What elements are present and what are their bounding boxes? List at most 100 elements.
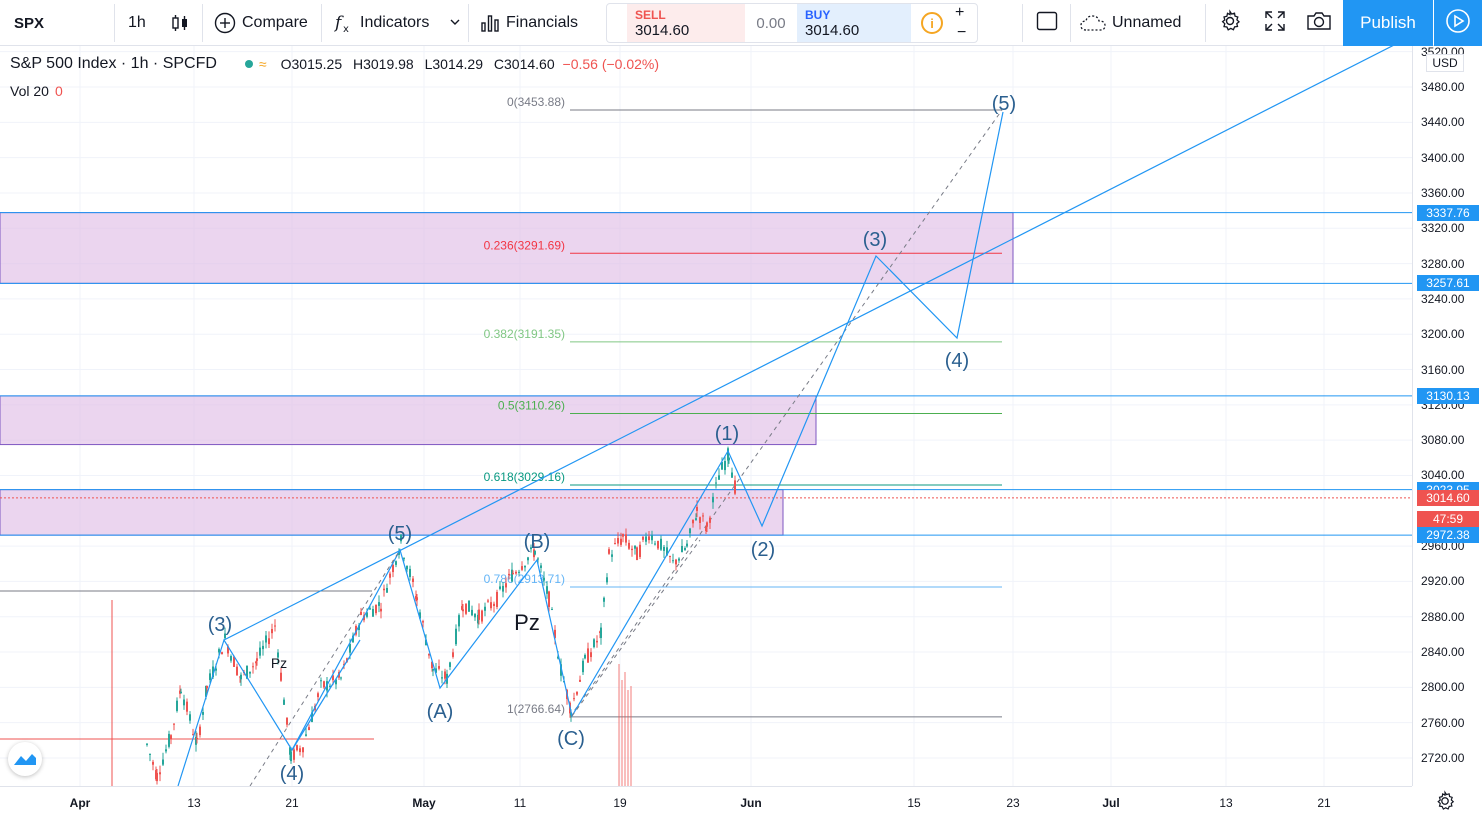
axis-settings-button[interactable] (1434, 790, 1456, 817)
symbol-search-button[interactable]: SPX (14, 0, 44, 46)
price-tick-label: 2800.00 (1421, 680, 1465, 695)
price-tick-label: 3200.00 (1421, 327, 1465, 342)
candle-body (156, 772, 158, 782)
quantity-decrease-button[interactable]: − (957, 24, 967, 41)
candle-body (332, 675, 334, 681)
time-axis[interactable]: Apr 13 21 May 11 19 Jun 15 23 Jul 13 21 (0, 786, 1412, 820)
candle-body (380, 608, 382, 612)
price-axis[interactable]: 3520.00 3480.00 3440.00 3400.00 3360.00 3320.… (1412, 45, 1482, 786)
candle-body (731, 472, 733, 478)
candle-body (152, 761, 154, 765)
fullscreen-button[interactable] (1264, 0, 1286, 46)
candle-body (636, 547, 638, 561)
candle-body (162, 759, 164, 765)
time-tick-label: 19 (613, 796, 627, 810)
quantity-increase-button[interactable]: + (955, 4, 965, 21)
candle-body (518, 571, 520, 573)
candle-body (620, 538, 622, 545)
candle-body (329, 685, 331, 687)
candle-body (471, 609, 473, 616)
price-tag: 47:59 (1417, 510, 1479, 527)
financials-label: Financials (506, 14, 579, 31)
publish-options-button[interactable] (1434, 0, 1482, 46)
sell-label: SELL (635, 8, 666, 22)
annotation-text: Pz (271, 655, 287, 671)
candle-body (481, 610, 483, 622)
rectangle-tool-button[interactable] (1036, 0, 1058, 46)
candle-body (406, 565, 408, 570)
candle-body (283, 699, 285, 705)
settings-button[interactable] (1218, 0, 1242, 46)
candle-body (686, 543, 688, 547)
snapshot-button[interactable] (1306, 0, 1332, 46)
wave-label: (4) (945, 350, 969, 372)
candle-body (431, 661, 433, 669)
compare-button[interactable]: Compare (214, 0, 308, 46)
candle-body (449, 662, 451, 667)
time-tick-label: Jul (1102, 796, 1120, 810)
layout-save-button[interactable]: Unnamed (1080, 0, 1181, 46)
candle-body (280, 672, 282, 681)
candle-body (176, 700, 178, 711)
candle-body (560, 664, 562, 676)
candle-body (206, 686, 208, 689)
candle-body (323, 681, 325, 688)
candle-body (372, 608, 374, 617)
chart-style-button[interactable] (170, 0, 196, 46)
market-status-dot (244, 60, 253, 68)
time-tick-label: 21 (285, 796, 299, 810)
candle-body (696, 507, 698, 511)
candle-body (705, 527, 707, 531)
candle-body (537, 558, 539, 560)
layout-name: Unnamed (1112, 14, 1182, 31)
candle-body (395, 561, 397, 565)
wave-label: (3) (208, 614, 232, 636)
candle-body (274, 625, 276, 627)
candle-body (240, 674, 242, 680)
cloud-icon (1080, 14, 1106, 32)
candle-body (554, 629, 556, 638)
candle-body (663, 546, 665, 551)
elliott-wave-path (177, 111, 1004, 786)
candle-body (721, 462, 723, 470)
sell-button[interactable]: SELL 3014.60 (627, 4, 745, 42)
candle-body (462, 609, 464, 612)
wave-labels: (3) (4) (5) (A) (B) (C) (1) (2) (3) (4) (5) Pz Pz (208, 93, 1016, 785)
close-value: C3014.60 (493, 56, 555, 72)
candle-body (695, 518, 697, 521)
candle-body (262, 645, 264, 650)
candle-body (530, 547, 532, 550)
currency-label[interactable]: USD (1426, 54, 1464, 72)
plus-circle-icon (214, 12, 236, 34)
candle-body (349, 644, 351, 653)
candle-body (428, 653, 430, 656)
high-value: H3019.98 (353, 56, 414, 72)
buy-price-main: 3014. (805, 22, 843, 39)
candle-body (389, 573, 391, 578)
dashed-trend-line (249, 549, 401, 786)
candle-body (189, 714, 191, 721)
candle-body (400, 534, 402, 542)
interval-button[interactable]: 1h (128, 0, 146, 46)
candle-body (265, 635, 267, 643)
price-tick-label: 3360.00 (1421, 185, 1465, 200)
publish-button[interactable]: Publish (1343, 0, 1433, 46)
financials-button[interactable]: Financials (480, 0, 578, 46)
trend-channel-line (223, 46, 1394, 641)
candle-body (196, 737, 198, 740)
info-icon[interactable]: i (921, 12, 943, 34)
indicators-dropdown[interactable] (450, 0, 460, 46)
candle-body (335, 679, 337, 685)
price-tick-label: 3280.00 (1421, 256, 1465, 271)
price-tick-label: 2720.00 (1421, 751, 1465, 765)
gear-icon (1218, 8, 1242, 38)
buy-button[interactable]: BUY 3014.60 (797, 4, 911, 42)
tradingview-logo-icon[interactable] (8, 742, 42, 776)
toolbar-divider (114, 4, 115, 42)
candle-body (233, 656, 235, 667)
price-chart[interactable]: 0(3453.88) 0.236(3291.69) 0.382(3191.35) 0.… (0, 46, 1412, 786)
change-value: −0.56 (−0.02%) (562, 56, 660, 72)
candle-body (170, 735, 172, 739)
dashed-trend-line (571, 539, 701, 717)
